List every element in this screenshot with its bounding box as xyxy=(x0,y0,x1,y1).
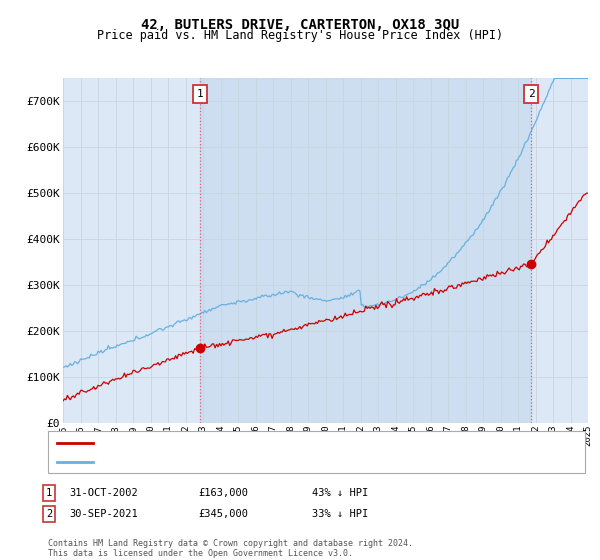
Text: 2: 2 xyxy=(46,509,52,519)
Bar xyxy=(200,78,531,423)
Text: 1: 1 xyxy=(46,488,52,498)
Text: 43% ↓ HPI: 43% ↓ HPI xyxy=(312,488,368,498)
Text: 31-OCT-2002: 31-OCT-2002 xyxy=(69,488,138,498)
Text: Price paid vs. HM Land Registry's House Price Index (HPI): Price paid vs. HM Land Registry's House … xyxy=(97,29,503,42)
Text: £345,000: £345,000 xyxy=(198,509,248,519)
Text: 2: 2 xyxy=(528,88,535,99)
Text: 42, BUTLERS DRIVE, CARTERTON, OX18 3QU (detached house): 42, BUTLERS DRIVE, CARTERTON, OX18 3QU (… xyxy=(99,437,422,447)
Text: HPI: Average price, detached house, West Oxfordshire: HPI: Average price, detached house, West… xyxy=(99,457,404,467)
Text: 42, BUTLERS DRIVE, CARTERTON, OX18 3QU: 42, BUTLERS DRIVE, CARTERTON, OX18 3QU xyxy=(141,18,459,32)
Text: 1: 1 xyxy=(197,88,203,99)
Text: Contains HM Land Registry data © Crown copyright and database right 2024.
This d: Contains HM Land Registry data © Crown c… xyxy=(48,539,413,558)
Text: £163,000: £163,000 xyxy=(198,488,248,498)
Text: 33% ↓ HPI: 33% ↓ HPI xyxy=(312,509,368,519)
Text: 30-SEP-2021: 30-SEP-2021 xyxy=(69,509,138,519)
